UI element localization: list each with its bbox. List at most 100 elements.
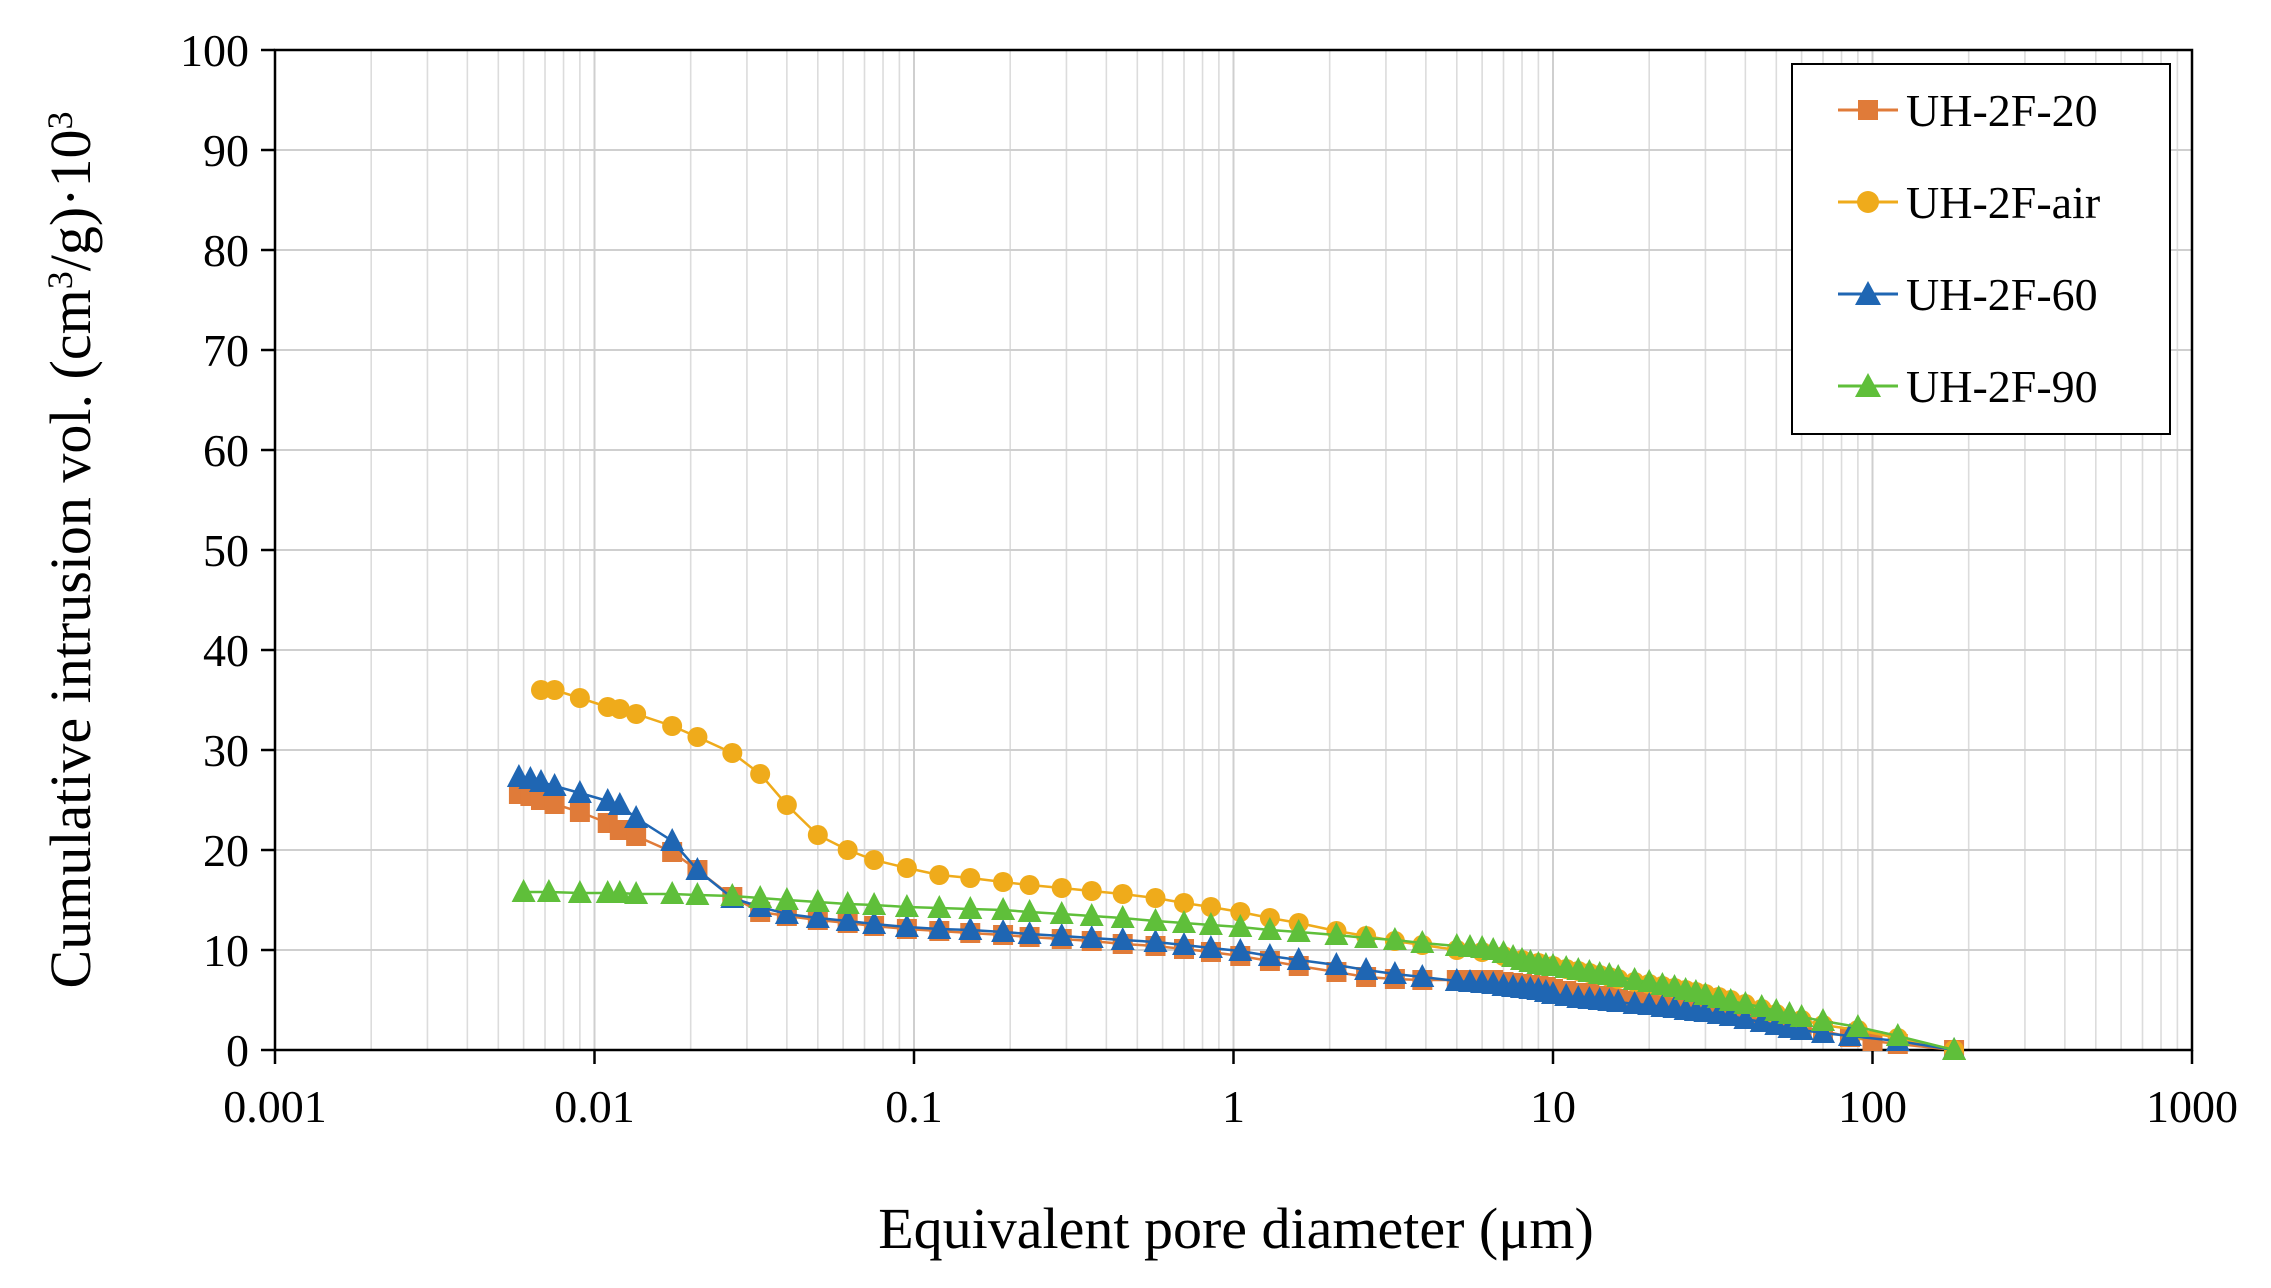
series-uh-2f-60 <box>506 764 1967 1060</box>
data-point-uh-2f-60 <box>1382 961 1407 984</box>
data-point-uh-2f-60 <box>862 911 887 934</box>
data-point-uh-2f-90 <box>1845 1014 1870 1037</box>
data-point-uh-2f-90 <box>894 894 919 917</box>
x-tick-label: 0.01 <box>554 1081 635 1132</box>
data-point-uh-2f-air <box>722 743 743 763</box>
series-layer <box>506 680 1967 1060</box>
data-point-uh-2f-90 <box>1286 919 1311 942</box>
data-point-uh-2f-60 <box>624 805 649 828</box>
data-point-uh-2f-90 <box>624 881 649 904</box>
data-point-uh-2f-90 <box>1606 964 1631 987</box>
data-point-uh-2f-60 <box>1811 1020 1835 1043</box>
data-point-uh-2f-90 <box>1622 967 1647 990</box>
data-point-uh-2f-90 <box>748 885 773 908</box>
data-point-uh-2f-air <box>807 825 828 845</box>
x-tick-label: 0.001 <box>223 1081 327 1132</box>
data-point-uh-2f-60 <box>542 773 567 796</box>
data-point-uh-2f-60 <box>1789 1017 1814 1040</box>
data-point-uh-2f-air <box>544 680 565 700</box>
data-point-uh-2f-90 <box>862 892 887 915</box>
data-point-uh-2f-air <box>1051 878 1072 898</box>
data-point-uh-2f-60 <box>1718 1003 1743 1026</box>
data-point-uh-2f-90 <box>1749 994 1774 1017</box>
data-point-uh-2f-90 <box>511 879 536 902</box>
y-tick-label: 40 <box>203 625 249 676</box>
data-point-uh-2f-90 <box>1354 925 1379 948</box>
legend: UH-2F-20 UH-2F-air UH-2F-60 UH-2F-90 <box>1791 63 2171 435</box>
data-point-uh-2f-60 <box>774 901 799 924</box>
legend-label-uh-2f-90: UH-2F-90 <box>1906 361 2098 412</box>
data-point-uh-2f-60 <box>1286 947 1311 970</box>
data-point-uh-2f-20 <box>569 802 590 822</box>
y-axis-label-main: Cumulative intrusion vol. (cm <box>38 289 103 988</box>
data-point-uh-2f-20 <box>626 826 647 846</box>
data-point-uh-2f-60 <box>1143 929 1168 952</box>
data-point-uh-2f-air <box>662 716 683 736</box>
y-axis-label-sup: 3 <box>40 271 80 289</box>
x-tick-label: 1000 <box>2146 1081 2238 1132</box>
data-point-uh-2f-60 <box>1198 935 1223 958</box>
x-tick-label: 100 <box>1838 1081 1907 1132</box>
data-point-uh-2f-90 <box>991 897 1016 920</box>
data-point-uh-2f-60 <box>685 857 710 880</box>
data-point-uh-2f-90 <box>1885 1023 1910 1046</box>
data-point-uh-2f-90 <box>536 879 561 902</box>
legend-label-uh-2f-20: UH-2F-20 <box>1906 85 2098 136</box>
data-point-uh-2f-90 <box>927 895 952 918</box>
data-point-uh-2f-60 <box>1354 957 1379 980</box>
data-point-uh-2f-90 <box>805 889 830 912</box>
legend-label-uh-2f-air: UH-2F-air <box>1906 177 2100 228</box>
data-point-uh-2f-90 <box>1198 912 1223 935</box>
y-tick-label: 50 <box>203 525 249 576</box>
data-point-uh-2f-90 <box>1718 988 1743 1011</box>
data-point-uh-2f-60 <box>1733 1006 1758 1029</box>
data-point-uh-2f-air <box>750 764 771 784</box>
x-axis-label: Equivalent pore diameter (μm) <box>878 1196 1594 1261</box>
data-point-uh-2f-90 <box>1143 908 1168 931</box>
data-point-uh-2f-90 <box>1811 1008 1835 1031</box>
y-axis-label: Cumulative intrusion vol. (cm3/g)·103 <box>38 112 103 989</box>
data-point-uh-2f-60 <box>1749 1009 1774 1032</box>
data-point-uh-2f-90 <box>774 887 799 910</box>
y-tick-label: 80 <box>203 225 249 276</box>
data-point-uh-2f-90 <box>1382 927 1407 950</box>
data-point-uh-2f-60 <box>835 908 860 931</box>
data-point-uh-2f-90 <box>1228 914 1253 937</box>
data-point-uh-2f-90 <box>567 880 592 903</box>
y-tick-label: 90 <box>203 125 249 176</box>
legend-item-uh-2f-90: UH-2F-90 <box>1838 361 2098 412</box>
data-point-uh-2f-90 <box>1410 930 1435 953</box>
data-point-uh-2f-60 <box>894 914 919 937</box>
data-point-uh-2f-60 <box>1622 991 1647 1014</box>
data-point-uh-2f-90 <box>1079 903 1104 926</box>
y-tick-label: 60 <box>203 425 249 476</box>
data-point-uh-2f-air <box>569 688 590 708</box>
legend-item-uh-2f-20: UH-2F-20 <box>1838 85 2098 136</box>
data-point-uh-2f-90 <box>835 891 860 914</box>
data-point-uh-2f-60 <box>607 792 632 815</box>
data-point-uh-2f-60 <box>1110 927 1135 950</box>
data-point-uh-2f-air <box>1019 875 1040 895</box>
data-point-uh-2f-60 <box>927 916 952 939</box>
y-axis-label-mid: /g)·10 <box>38 130 103 272</box>
data-point-uh-2f-air <box>1174 893 1195 913</box>
data-point-uh-2f-60 <box>1324 952 1349 975</box>
y-tick-label: 10 <box>203 925 249 976</box>
data-point-uh-2f-air <box>1230 902 1251 922</box>
data-point-uh-2f-air <box>1145 888 1166 908</box>
data-point-uh-2f-90 <box>1942 1037 1967 1060</box>
legend-item-uh-2f-air: UH-2F-air <box>1838 177 2100 228</box>
data-point-uh-2f-60 <box>1228 938 1253 961</box>
legend-marker-uh-2f-60 <box>1855 281 1881 305</box>
y-tick-label: 20 <box>203 825 249 876</box>
data-point-uh-2f-air <box>837 840 858 860</box>
series-uh-2f-90 <box>511 879 1967 1060</box>
x-axis-ticks: 0.001 0.01 0.1 1 10 100 1000 <box>223 1050 2238 1132</box>
data-point-uh-2f-air <box>929 865 950 885</box>
data-point-uh-2f-90 <box>958 896 983 919</box>
data-point-uh-2f-60 <box>991 919 1016 942</box>
data-point-uh-2f-90 <box>1110 905 1135 928</box>
y-tick-label: 0 <box>226 1025 249 1076</box>
data-point-uh-2f-90 <box>1172 910 1196 933</box>
data-point-uh-2f-air <box>626 704 647 724</box>
